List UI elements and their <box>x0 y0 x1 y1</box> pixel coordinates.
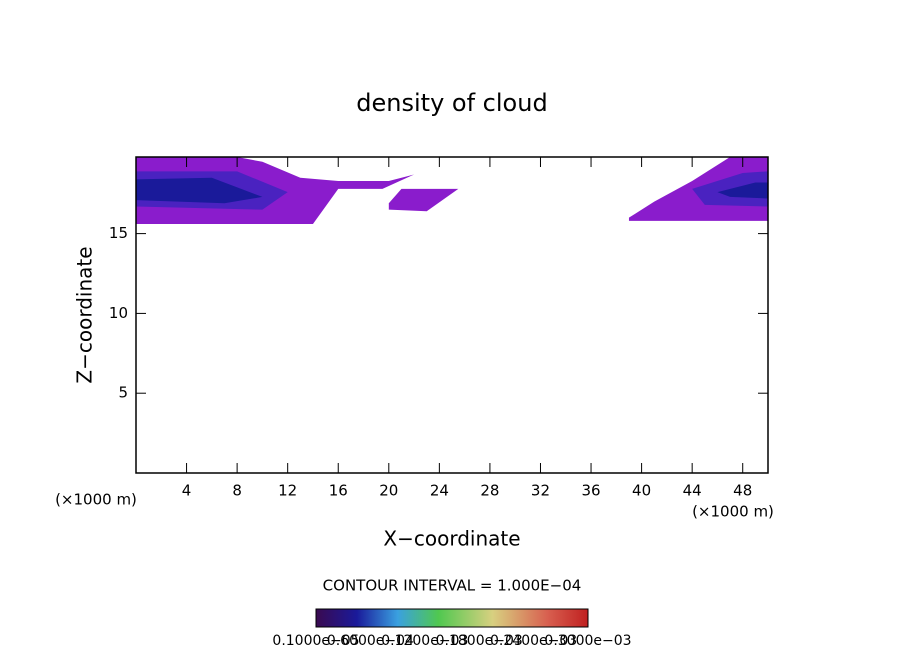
chart-title: density of cloud <box>356 89 547 117</box>
colorbar-label: 0.1200e−03 <box>381 633 468 649</box>
y-axis-label: Z−coordinate <box>73 246 97 383</box>
x-tick-label: 28 <box>480 482 499 500</box>
colorbar-label: 0.6000e−04 <box>327 633 414 649</box>
colorbar-label: 0.1000e−05 <box>272 633 359 649</box>
colorbar-label: 0.2400e−03 <box>490 633 577 649</box>
x-tick-label: 48 <box>733 482 752 500</box>
y-tick-label: 10 <box>109 304 128 322</box>
x-tick-label: 44 <box>683 482 702 500</box>
y-tick-label: 15 <box>109 224 128 242</box>
x-tick-label: 40 <box>632 482 651 500</box>
y-unit-label: (×1000 m) <box>55 491 137 509</box>
x-tick-label: 24 <box>430 482 449 500</box>
y-tick-label: 5 <box>118 384 128 402</box>
contour-regions <box>136 157 768 225</box>
x-unit-label: (×1000 m) <box>692 503 774 521</box>
x-tick-label: 12 <box>278 482 297 500</box>
colorbar-label: 0.3000e−03 <box>544 633 631 649</box>
colorbar <box>315 608 589 628</box>
x-tick-label: 4 <box>182 482 192 500</box>
x-tick-label: 16 <box>329 482 348 500</box>
x-tick-label: 36 <box>581 482 600 500</box>
contour-interval: CONTOUR INTERVAL = 1.000E−04 <box>323 577 582 595</box>
x-axis-label: X−coordinate <box>383 527 520 551</box>
contour-region <box>388 188 459 212</box>
x-tick-label: 32 <box>531 482 550 500</box>
contour-region <box>136 177 263 204</box>
contour-region <box>717 182 768 199</box>
x-tick-label: 20 <box>379 482 398 500</box>
plot-frame <box>135 156 769 474</box>
x-tick-label: 8 <box>232 482 242 500</box>
colorbar-label: 0.1800e−03 <box>436 633 523 649</box>
